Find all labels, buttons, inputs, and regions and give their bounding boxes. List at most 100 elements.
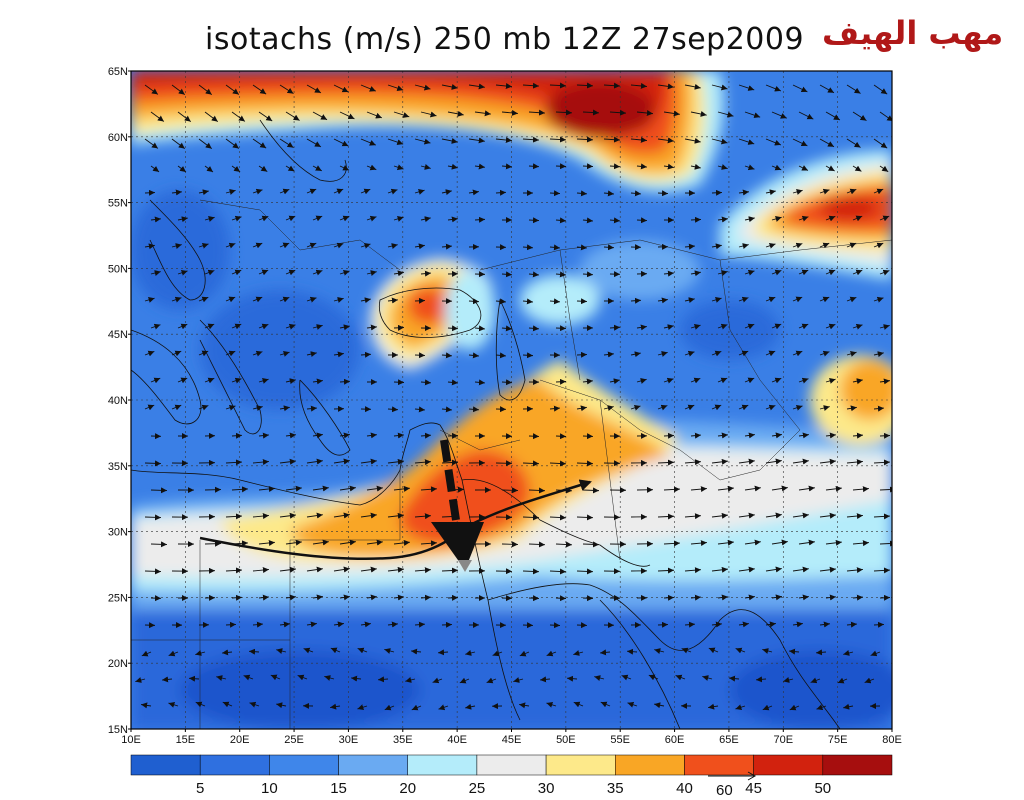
wind-vector-arrow — [177, 323, 188, 330]
wind-vector-arrow — [231, 215, 242, 222]
wind-vector-arrow — [231, 432, 243, 439]
wind-vector-arrow — [393, 270, 404, 277]
wind-vector-arrow — [792, 84, 808, 93]
wind-vector-arrow — [783, 677, 794, 683]
wind-vector-arrow — [711, 621, 722, 628]
wind-vector-arrow — [663, 594, 675, 601]
wind-vector-arrow — [546, 701, 557, 708]
colorbar-label: 25 — [469, 780, 486, 797]
wind-vector-arrow — [717, 594, 728, 601]
wind-vector-arrow — [420, 164, 431, 170]
wind-vector-arrow — [249, 701, 260, 708]
wind-vector-arrow — [852, 323, 863, 330]
wind-vector-arrow — [654, 702, 665, 709]
wind-vector-arrow — [684, 459, 701, 466]
wind-vector-arrow — [798, 485, 815, 492]
wind-vector-arrow — [204, 216, 215, 222]
wind-vector-arrow — [711, 458, 728, 465]
colorbar-swatch — [130, 754, 201, 776]
wind-vector-arrow — [306, 138, 322, 148]
wind-vector-arrow — [144, 138, 159, 149]
wind-vector-arrow — [360, 512, 377, 519]
wind-vector-arrow — [576, 82, 594, 89]
wind-vector-arrow — [420, 379, 432, 386]
colorbar-label: 5 — [196, 780, 204, 797]
wind-vector-arrow — [150, 487, 168, 494]
wind-vector-arrow — [384, 648, 395, 654]
wind-vector-arrow — [657, 297, 668, 304]
wind-vector-arrow — [387, 512, 404, 519]
wind-vector-arrow — [735, 704, 746, 711]
wind-vector-arrow — [366, 111, 383, 119]
wind-vector-arrow — [279, 296, 290, 303]
wind-vector-arrow — [339, 324, 350, 331]
wind-vector-arrow — [765, 512, 782, 519]
wind-vector-arrow — [681, 647, 692, 654]
wind-vector-arrow — [879, 324, 890, 330]
wind-vector-arrow — [825, 594, 836, 601]
wind-vector-arrow — [360, 188, 371, 195]
wind-vector-arrow — [339, 269, 350, 276]
wind-vector-arrow — [312, 539, 329, 546]
wind-vector-arrow — [684, 83, 701, 90]
wind-vector-arrow — [393, 216, 404, 222]
wind-vector-arrow — [630, 82, 647, 89]
wind-vector-arrow — [771, 539, 788, 546]
wind-vector-arrow — [513, 677, 524, 683]
wind-vector-arrow — [150, 111, 165, 122]
wind-vector-arrow — [333, 351, 344, 358]
wind-vector-arrow — [873, 405, 884, 412]
wind-vector-arrow — [303, 647, 314, 654]
wind-vector-arrow — [270, 674, 281, 681]
wind-vector-arrow — [171, 243, 182, 249]
wind-vector-arrow — [690, 594, 701, 601]
wind-vector-arrow — [144, 460, 162, 467]
wind-vector-arrow — [837, 677, 848, 684]
wind-vector-arrow — [522, 82, 539, 89]
wind-vector-arrow — [582, 271, 594, 278]
wind-vector-arrow — [447, 216, 458, 223]
wind-vector-arrow — [177, 216, 188, 223]
arabic-watermark: مهب الهيف — [822, 14, 1004, 52]
wind-vector-arrow — [762, 648, 773, 654]
wind-vector-arrow — [825, 165, 835, 172]
wind-vector-arrow — [276, 648, 287, 654]
longitude-label: 40E — [447, 734, 467, 746]
wind-vector-arrow — [738, 350, 749, 357]
wind-vector-arrow — [690, 163, 701, 170]
wind-vector-arrow — [360, 621, 371, 628]
wind-vector-arrow — [744, 432, 755, 439]
wind-vector-arrow — [252, 84, 267, 95]
longitude-label: 25E — [284, 734, 304, 746]
wind-vector-arrow — [621, 674, 632, 681]
wind-vector-arrow — [540, 676, 551, 683]
wind-vector-arrow — [684, 513, 701, 520]
colorbar-swatch — [199, 754, 270, 776]
wind-vector-arrow — [339, 432, 350, 439]
wind-vector-arrow — [792, 404, 803, 411]
wind-vector-arrow — [387, 243, 398, 249]
wind-vector-arrow — [870, 650, 881, 657]
wind-vector-arrow — [555, 271, 566, 278]
wind-vector-arrow — [873, 513, 890, 520]
wind-vector-arrow — [744, 485, 761, 492]
wind-vector-arrow — [414, 459, 431, 466]
wind-vector-arrow — [258, 323, 269, 330]
wind-vector-arrow — [414, 513, 431, 520]
wind-vector-arrow — [819, 350, 830, 357]
wind-vector-arrow — [468, 298, 480, 305]
wind-vector-arrow — [366, 324, 377, 331]
wind-vector-arrow — [663, 324, 674, 331]
wind-vector-arrow — [576, 460, 594, 467]
wind-vector-arrow — [555, 163, 567, 170]
wind-vector-arrow — [744, 323, 755, 330]
wind-vector-arrow — [366, 594, 377, 601]
wind-vector-arrow — [441, 459, 459, 466]
wind-vector-arrow — [258, 432, 269, 439]
wind-vector-arrow — [555, 109, 573, 116]
wind-vector-arrow — [792, 350, 803, 357]
wind-vector-arrow — [441, 243, 452, 250]
wind-vector-arrow — [420, 111, 437, 118]
wind-vector-arrow — [177, 377, 188, 384]
wind-vector-arrow — [576, 190, 588, 197]
